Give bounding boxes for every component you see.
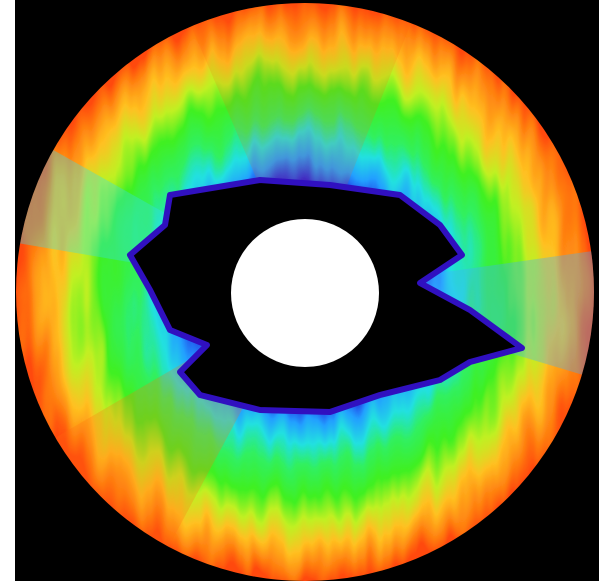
center-hole	[231, 219, 379, 367]
wedge-red	[180, 3, 420, 292]
